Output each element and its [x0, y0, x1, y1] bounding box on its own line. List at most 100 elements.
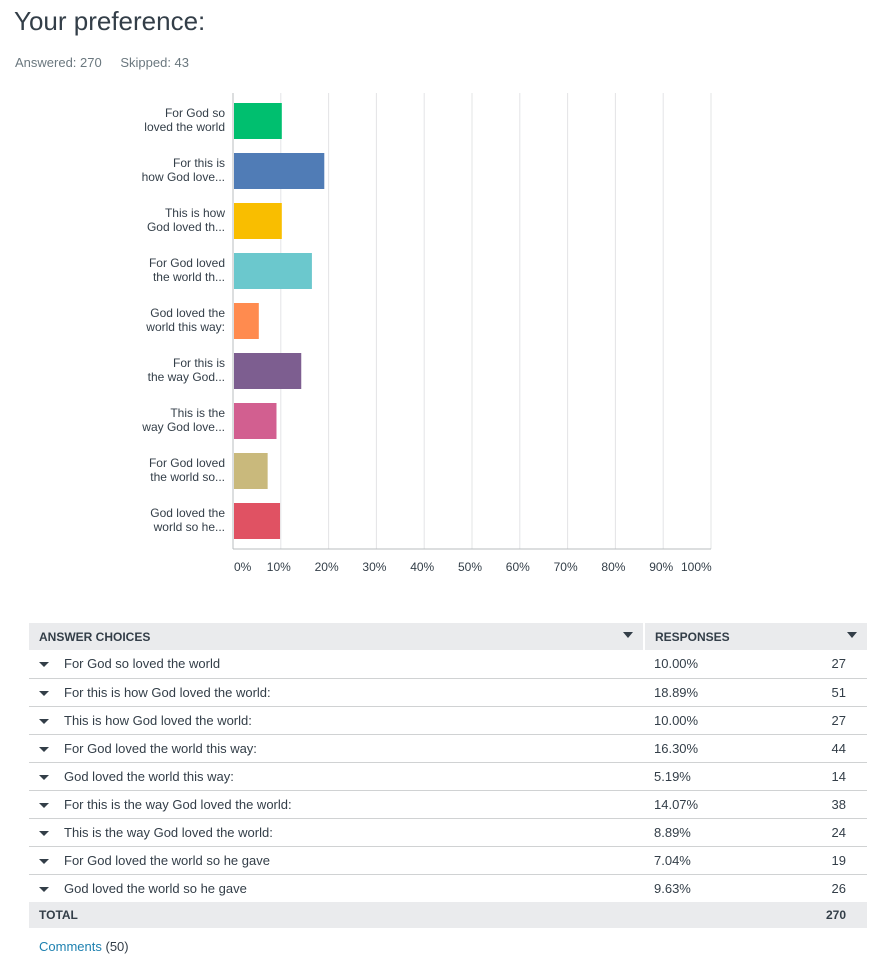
x-tick-label: 40%	[410, 560, 434, 574]
x-tick-label: 0%	[234, 560, 252, 574]
category-label: the world th...	[153, 270, 225, 284]
answer-choice-cell: God loved the world this way:	[29, 762, 644, 790]
response-percent: 10.00%	[654, 712, 699, 728]
response-count: 14	[831, 768, 846, 784]
response-count: 19	[831, 852, 846, 868]
x-tick-label: 60%	[506, 560, 530, 574]
expand-caret-icon[interactable]	[39, 690, 49, 696]
response-count: 27	[831, 712, 846, 728]
page-title: Your preference:	[14, 6, 206, 36]
category-label: loved the world	[144, 120, 225, 134]
table-row: For this is the way God loved the world:…	[29, 790, 867, 818]
skipped-count: Skipped: 43	[120, 55, 190, 70]
bar	[234, 303, 259, 339]
table-header-row: ANSWER CHOICES RESPONSES	[29, 623, 867, 650]
answer-choice-cell: For this is how God loved the world:	[29, 678, 644, 706]
expand-caret-icon[interactable]	[39, 886, 49, 892]
category-label: the way God...	[148, 370, 225, 384]
response-count: 27	[831, 656, 846, 672]
response-percent: 14.07%	[654, 796, 699, 812]
table-row: For God loved the world this way: 16.30% 4…	[29, 734, 867, 762]
response-percent: 5.19%	[654, 768, 691, 784]
category-label: world so he...	[153, 520, 225, 534]
responses-header[interactable]: RESPONSES	[644, 623, 867, 650]
bar-chart: 0% 10% 20% 30% 40% 50% 60% 70% 80% 90% 100% For God…	[141, 93, 712, 574]
x-tick-label: 100%	[681, 560, 712, 574]
answer-choice-label: This is the way God loved the world:	[64, 824, 273, 840]
answer-choices-table: ANSWER CHOICES RESPONSES For God so love…	[29, 623, 867, 928]
category-label: For this is	[173, 156, 225, 170]
category-label: how God love...	[142, 170, 225, 184]
bar	[234, 353, 302, 389]
answer-choice-label: For this is the way God loved the world:	[64, 796, 292, 812]
answer-choice-label: For God loved the world so he gave	[64, 852, 270, 868]
response-percent: 10.00%	[654, 656, 699, 672]
response-percent: 16.30%	[654, 740, 699, 756]
expand-caret-icon[interactable]	[39, 718, 49, 724]
x-tick-label: 80%	[601, 560, 625, 574]
sort-down-icon[interactable]	[623, 632, 633, 638]
answer-choices-header[interactable]: ANSWER CHOICES	[29, 623, 645, 650]
answer-choice-label: For God loved the world this way:	[64, 740, 257, 756]
table-row: God loved the world so he gave 9.63% 26	[29, 874, 867, 902]
x-tick-label: 30%	[362, 560, 386, 574]
expand-caret-icon[interactable]	[39, 858, 49, 864]
category-label: For God loved	[149, 256, 225, 270]
expand-caret-icon[interactable]	[39, 802, 49, 808]
table-row: God loved the world this way: 5.19% 14	[29, 762, 867, 790]
answer-choice-cell: For God loved the world so he gave	[29, 846, 644, 874]
category-label: world this way:	[145, 320, 225, 334]
table-row: For God so loved the world 10.00% 27	[29, 650, 867, 678]
answer-choice-cell: This is the way God loved the world:	[29, 818, 644, 846]
table-row: This is the way God loved the world: 8.89…	[29, 818, 867, 846]
answer-choice-cell: This is how God loved the world:	[29, 706, 644, 734]
x-tick-label: 90%	[649, 560, 673, 574]
response-count: 24	[831, 824, 846, 840]
response-percent: 9.63%	[654, 880, 691, 896]
answered-count: Answered: 270	[15, 55, 102, 70]
answer-choice-cell: For this is the way God loved the world:	[29, 790, 644, 818]
bar	[234, 403, 277, 439]
response-percent: 8.89%	[654, 824, 691, 840]
x-tick-label: 70%	[554, 560, 578, 574]
expand-caret-icon[interactable]	[39, 830, 49, 836]
answer-choice-label: For this is how God loved the world:	[64, 684, 271, 700]
expand-caret-icon[interactable]	[39, 774, 49, 780]
table-row: This is how God loved the world: 10.00% 27	[29, 706, 867, 734]
answer-choice-label: This is how God loved the world:	[64, 712, 252, 728]
expand-caret-icon[interactable]	[39, 746, 49, 752]
response-percent: 18.89%	[654, 684, 699, 700]
category-label: God loved the	[150, 306, 225, 320]
comments-section: Comments (50)	[39, 939, 129, 954]
table-row: For God loved the world so he gave 7.04% 1…	[29, 846, 867, 874]
category-label: God loved th...	[147, 220, 225, 234]
sort-down-icon[interactable]	[847, 632, 857, 638]
x-tick-label: 50%	[458, 560, 482, 574]
comments-link[interactable]: Comments	[39, 939, 102, 954]
answer-choice-label: God loved the world this way:	[64, 768, 234, 784]
table-body: For God so loved the world 10.00% 27 For th…	[29, 650, 867, 902]
expand-caret-icon[interactable]	[39, 662, 49, 668]
answer-choice-cell: For God loved the world this way:	[29, 734, 644, 762]
total-value: 270	[825, 908, 846, 922]
bar	[234, 503, 281, 539]
category-label: the world so...	[150, 470, 225, 484]
response-count: 38	[831, 796, 846, 812]
x-tick-label: 20%	[315, 560, 339, 574]
bar	[234, 253, 312, 289]
category-label: For God loved	[149, 456, 225, 470]
total-row: TOTAL 270	[29, 902, 867, 928]
answer-choice-cell: For God so loved the world	[29, 650, 644, 678]
response-count: 51	[831, 684, 846, 700]
category-label: For God so	[165, 106, 225, 120]
bar	[234, 103, 282, 139]
answer-choices-header-label: ANSWER CHOICES	[39, 629, 151, 644]
response-count: 44	[831, 740, 846, 756]
x-tick-label: 10%	[267, 560, 291, 574]
responses-header-label: RESPONSES	[655, 629, 730, 644]
answer-choice-label: For God so loved the world	[64, 656, 221, 672]
bar	[234, 453, 268, 489]
response-count: 26	[831, 880, 846, 896]
total-label: TOTAL	[39, 908, 78, 922]
category-label: This is the	[170, 406, 225, 420]
